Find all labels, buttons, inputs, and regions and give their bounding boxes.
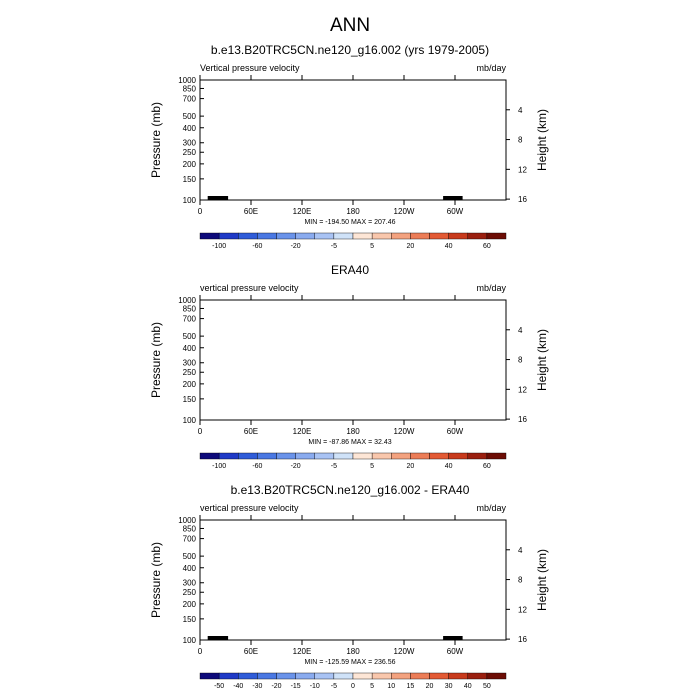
topography-bar <box>207 196 229 200</box>
panel-left-label: vertical pressure velocity <box>200 283 299 293</box>
panel-title: ERA40 <box>331 263 369 277</box>
colorbar-tick-label: -20 <box>291 243 301 250</box>
panel-left-label: Vertical pressure velocity <box>200 63 300 73</box>
colorbar-box <box>486 232 507 240</box>
colorbar-box <box>429 232 449 240</box>
pressure-tick-label: 1000 <box>178 76 196 85</box>
plot-frame <box>199 79 507 201</box>
longitude-tick-label: 0 <box>198 207 203 216</box>
colorbar-box <box>238 232 258 240</box>
colorbar-tick-label: 60 <box>483 243 491 250</box>
colorbar-box <box>295 232 315 240</box>
longitude-tick-label: 180 <box>346 207 360 216</box>
pressure-tick-label: 200 <box>183 160 197 169</box>
y-axis-label-right: Height (km) <box>535 109 549 171</box>
panel-stats: MIN = -194.50 MAX = 207.46 <box>304 219 395 226</box>
colorbar-box <box>218 232 239 240</box>
panel-units-label: mb/day <box>476 283 506 293</box>
colorbar-tick-label: -5 <box>331 243 337 250</box>
pressure-tick-label: 500 <box>183 112 197 121</box>
colorbar-box <box>257 232 277 240</box>
colorbar-box <box>276 232 296 240</box>
colorbar-box <box>314 232 335 240</box>
colorbar-tick-label: 5 <box>370 243 374 250</box>
height-tick-label: 8 <box>518 136 523 145</box>
colorbar-box <box>391 232 411 240</box>
height-tick-label: 12 <box>518 165 527 174</box>
colorbar-box <box>371 232 392 240</box>
pressure-tick-label: 400 <box>183 124 197 133</box>
pressure-tick-label: 100 <box>183 196 197 205</box>
panel-title: b.e13.B20TRC5CN.ne120_g16.002 (yrs 1979-… <box>211 43 489 57</box>
colorbar-tick-label: -60 <box>252 243 262 250</box>
pressure-tick-label: 850 <box>183 84 197 93</box>
colorbar-box <box>199 232 220 240</box>
colorbar-box <box>410 232 430 240</box>
page-title: ANN <box>330 15 370 36</box>
colorbar-tick-label: 40 <box>445 243 453 250</box>
colorbar-box <box>467 232 488 240</box>
longitude-tick-label: 60E <box>244 207 258 216</box>
colorbar-tick-label: 20 <box>406 243 414 250</box>
height-tick-label: 16 <box>518 195 527 204</box>
height-tick-label: 4 <box>518 106 523 115</box>
colorbar: -100 -60 -20 -5 5 20 40 60 <box>199 232 507 250</box>
longitude-tick-label: 60W <box>447 207 464 216</box>
chart-panel-1: b.e13.B20TRC5CN.ne120_g16.002 (yrs 1979-… <box>149 43 549 250</box>
colorbar-box <box>448 232 468 240</box>
panel-units-label: mb/day <box>476 63 506 73</box>
pressure-tick-label: 300 <box>183 139 197 148</box>
colorbar-box <box>352 232 373 240</box>
colorbar-box <box>333 232 354 240</box>
topography-bar <box>443 196 463 200</box>
y-axis-label-left: Pressure (mb) <box>149 102 163 178</box>
longitude-tick-label: 120E <box>293 207 312 216</box>
longitude-tick-label: 120W <box>394 207 415 216</box>
pressure-tick-label: 150 <box>183 175 197 184</box>
pressure-tick-label: 250 <box>183 148 197 157</box>
pressure-tick-label: 700 <box>183 95 197 104</box>
colorbar-tick-label: -100 <box>212 243 226 250</box>
